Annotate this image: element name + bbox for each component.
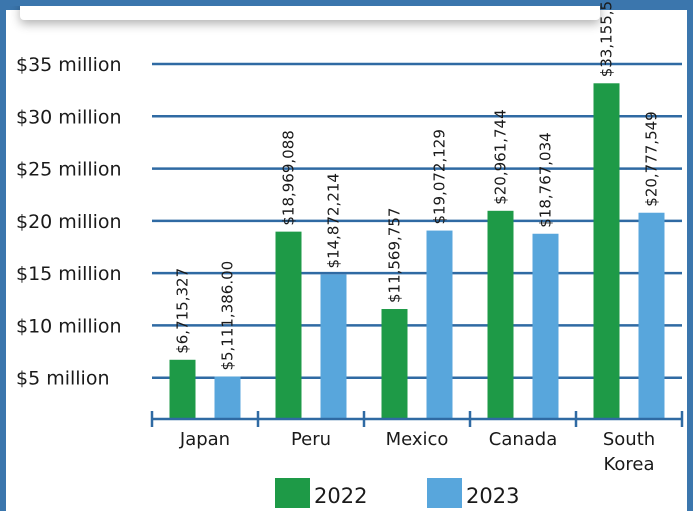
category-label: South Korea xyxy=(603,429,655,475)
y-tick-label: $30 million xyxy=(16,106,122,128)
bar-2022-mexico xyxy=(381,309,408,419)
data-label: $20,777,549 xyxy=(643,111,661,206)
category-label: Mexico xyxy=(386,429,449,450)
x-axis xyxy=(150,411,684,427)
category-label: Peru xyxy=(291,429,331,450)
bar-2022-canada xyxy=(487,210,514,419)
y-tick-label: $25 million xyxy=(16,159,122,181)
y-tick-label: $10 million xyxy=(16,315,122,337)
data-label: $5,111,386.00 xyxy=(219,261,237,371)
bar-2023-peru xyxy=(320,274,347,419)
data-label: $33,155,535 xyxy=(598,0,616,77)
y-tick-label: $35 million xyxy=(16,54,122,76)
legend-label-2023: 2023 xyxy=(466,484,519,508)
y-tick-label: $20 million xyxy=(16,211,122,233)
data-label: $18,969,088 xyxy=(280,130,298,225)
bar-2022-peru xyxy=(275,231,302,419)
y-tick-labels: $5 million $10 million $15 million $20 mill… xyxy=(16,54,122,390)
data-labels: $6,715,327 $5,111,386.00 $18,969,088 $14,87… xyxy=(174,0,661,371)
data-label: $11,569,757 xyxy=(386,208,404,303)
legend: 2022 2023 xyxy=(275,478,519,508)
bar-2022-south-korea xyxy=(593,83,620,419)
bar-2023-mexico xyxy=(426,230,453,419)
legend-swatch-2023 xyxy=(427,478,462,508)
category-label: Japan xyxy=(179,429,230,450)
bar-2023-south-korea xyxy=(638,212,665,419)
y-tick-label: $5 million xyxy=(16,368,110,390)
data-label: $20,961,744 xyxy=(492,109,510,204)
bar-2023-canada xyxy=(532,233,559,419)
data-label: $14,872,214 xyxy=(325,173,343,268)
bars xyxy=(169,83,665,419)
bar-2022-japan xyxy=(169,359,196,419)
legend-label-2022: 2022 xyxy=(314,484,367,508)
category-labels: Japan Peru Mexico Canada South Korea xyxy=(179,429,655,475)
data-label: $6,715,327 xyxy=(174,268,192,354)
data-label: $18,767,034 xyxy=(537,132,555,227)
bar-2023-japan xyxy=(214,376,241,419)
legend-swatch-2022 xyxy=(275,478,310,508)
y-tick-label: $15 million xyxy=(16,263,122,285)
data-label: $19,072,129 xyxy=(431,129,449,224)
category-label: Canada xyxy=(489,429,558,450)
